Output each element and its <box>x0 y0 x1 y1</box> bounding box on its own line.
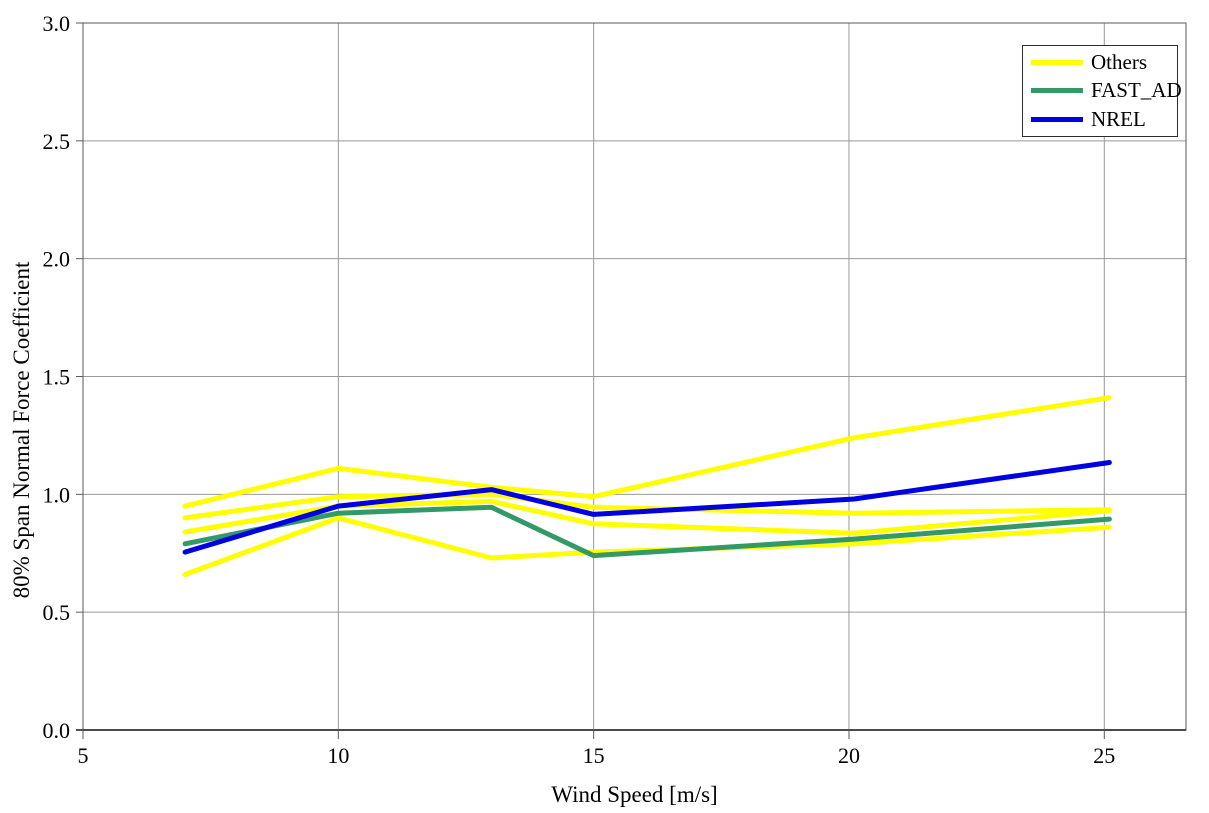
series-line-others <box>182 498 1112 536</box>
legend-label-fast-ad: FAST_AD <box>1091 78 1182 103</box>
y-tick-label: 0.0 <box>43 718 71 743</box>
legend-swatch-nrel <box>1031 117 1083 123</box>
y-tick-label: 1.0 <box>43 482 71 507</box>
legend-item-fast-ad: FAST_AD <box>1023 80 1182 101</box>
x-tick-label: 15 <box>583 743 605 768</box>
y-axis-title: 80% Span Normal Force Coefficient <box>9 261 34 599</box>
series-line-fast_ad <box>182 504 1112 559</box>
x-tick-label: 20 <box>838 743 860 768</box>
series-line-others <box>182 515 1112 577</box>
legend-label-nrel: NREL <box>1091 107 1146 132</box>
y-tick-label: 2.5 <box>43 129 71 154</box>
series-line-nrel <box>182 460 1112 555</box>
legend-item-others: Others <box>1023 49 1177 74</box>
legend-item-nrel: NREL <box>1023 109 1177 130</box>
legend-swatch-fast-ad <box>1031 88 1083 94</box>
x-tick-label: 5 <box>78 743 89 768</box>
x-axis-title: Wind Speed [m/s] <box>551 782 718 807</box>
y-tick-label: 1.5 <box>43 365 71 390</box>
x-tick-label: 25 <box>1093 743 1115 768</box>
legend: Others FAST_AD NREL <box>1022 45 1182 137</box>
x-tick-label: 10 <box>327 743 349 768</box>
legend-label-others: Others <box>1091 49 1147 74</box>
y-tick-label: 0.5 <box>43 600 71 625</box>
y-tick-label: 3.0 <box>43 11 71 36</box>
series-line-others <box>182 395 1112 509</box>
y-tick-label: 2.0 <box>43 247 71 272</box>
legend-swatch-others <box>1031 59 1083 65</box>
